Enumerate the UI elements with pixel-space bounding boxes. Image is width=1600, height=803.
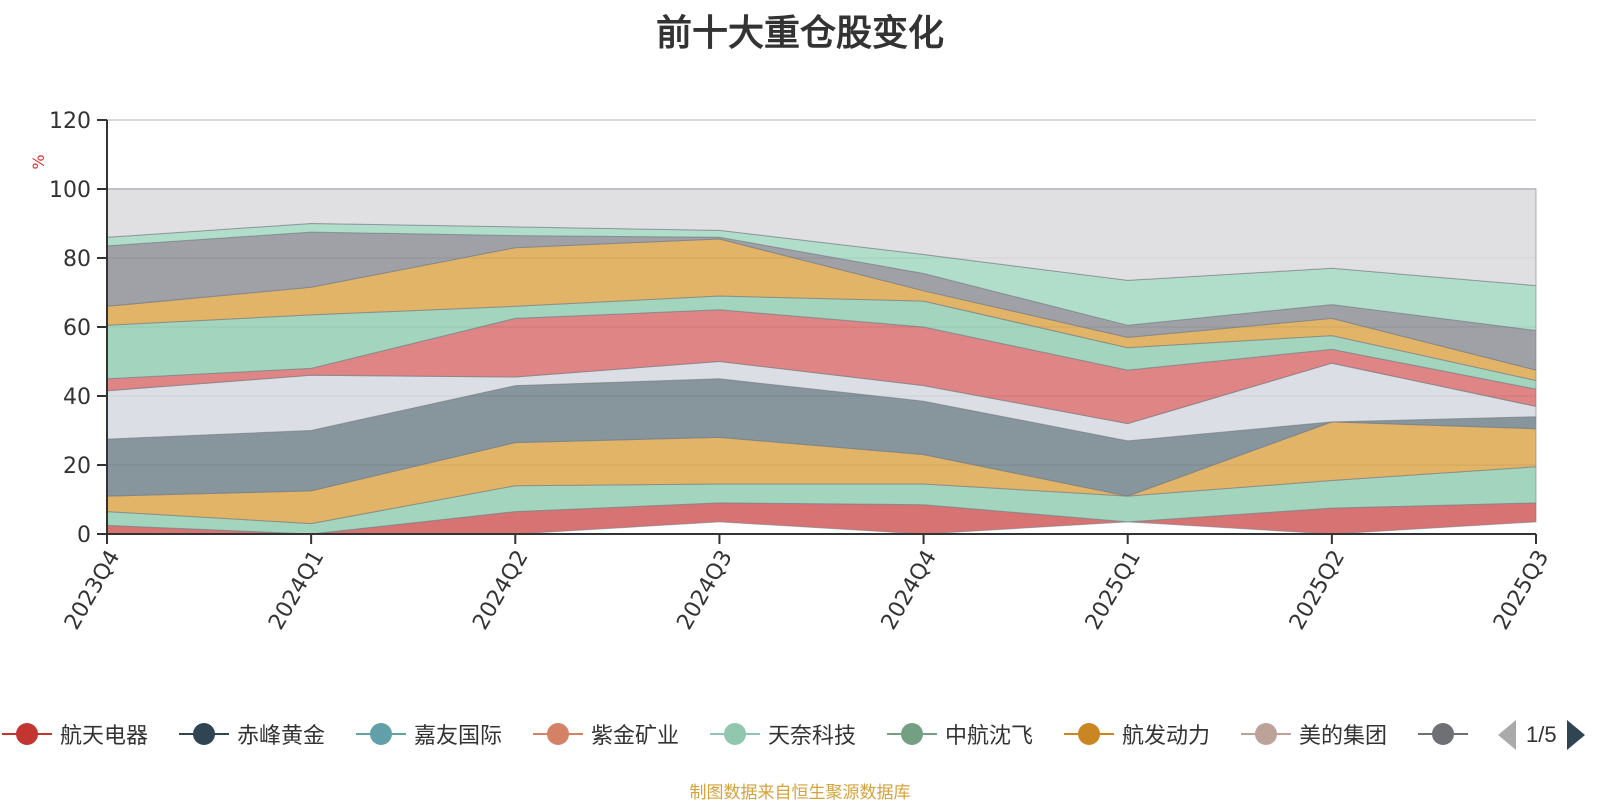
legend-marker-icon — [356, 714, 406, 754]
legend-item[interactable]: 航发动力 — [1064, 714, 1210, 754]
x-tick-label: 2024Q3 — [672, 546, 737, 634]
y-tick-label: 100 — [49, 178, 91, 203]
chart-title: 前十大重仓股变化 — [655, 13, 944, 54]
y-axis-unit: % — [29, 154, 48, 169]
legend-label: 航天电器 — [60, 724, 149, 749]
y-tick-label: 0 — [77, 523, 91, 548]
x-tick-label: 2025Q1 — [1081, 546, 1146, 634]
legend-label: 美的集团 — [1299, 724, 1388, 749]
legend: 航天电器 赤峰黄金 嘉友国际 紫金矿业 天奈科技 中航沈飞 航发动力 美的集团 — [0, 714, 1486, 754]
area-bands — [106, 188, 1537, 535]
legend-item[interactable]: 赤峰黄金 — [179, 714, 325, 754]
x-tick-label: 2024Q2 — [468, 546, 533, 634]
legend-marker-icon — [2, 714, 52, 754]
source-note: 制图数据来自恒生聚源数据库 — [689, 783, 911, 803]
legend-marker-icon — [1064, 714, 1114, 754]
legend-label: 赤峰黄金 — [237, 724, 326, 749]
legend-item[interactable]: 美的集团 — [1241, 714, 1387, 754]
x-tick-label: 2023Q4 — [60, 546, 125, 634]
legend-item[interactable]: 嘉友国际 — [356, 714, 502, 754]
x-tick-label: 2024Q4 — [877, 546, 942, 634]
legend-item[interactable]: 天奈科技 — [710, 714, 856, 754]
y-tick-label: 60 — [63, 316, 91, 341]
y-tick-label: 40 — [63, 385, 91, 410]
y-tick-label: 20 — [63, 454, 91, 479]
y-tick-label: 80 — [63, 247, 91, 272]
x-tick-label: 2025Q2 — [1285, 546, 1350, 634]
legend-item[interactable]: 中航沈飞 — [887, 714, 1033, 754]
legend-item[interactable] — [1418, 714, 1476, 754]
legend-label: 中航沈飞 — [945, 724, 1034, 749]
legend-marker-icon — [1418, 714, 1468, 754]
legend-marker-icon — [1241, 714, 1291, 754]
legend-pager: 1/5 — [1498, 720, 1585, 750]
x-tick-label: 2024Q1 — [264, 546, 329, 634]
legend-marker-icon — [887, 714, 937, 754]
y-tick-labels: 0 20 40 60 80 100 120 — [49, 109, 107, 548]
legend-page-indicator: 1/5 — [1526, 722, 1557, 747]
legend-label: 紫金矿业 — [591, 724, 680, 749]
legend-marker-icon — [533, 714, 583, 754]
legend-label: 天奈科技 — [768, 724, 857, 749]
legend-marker-icon — [179, 714, 229, 754]
legend-label: 航发动力 — [1122, 724, 1211, 749]
legend-item[interactable]: 紫金矿业 — [533, 714, 679, 754]
area-band[interactable] — [106, 188, 1537, 287]
legend-label: 嘉友国际 — [414, 724, 503, 749]
legend-next-page-icon[interactable] — [1566, 720, 1585, 750]
y-tick-label: 120 — [49, 109, 91, 134]
legend-marker-icon — [710, 714, 760, 754]
legend-prev-page-icon[interactable] — [1498, 720, 1516, 750]
x-tick-label: 2025Q3 — [1489, 546, 1554, 634]
legend-item[interactable]: 航天电器 — [2, 714, 148, 754]
x-tick-labels: 2023Q4 2024Q1 2024Q2 2024Q3 2024Q4 2025Q1 2025… — [60, 534, 1554, 634]
